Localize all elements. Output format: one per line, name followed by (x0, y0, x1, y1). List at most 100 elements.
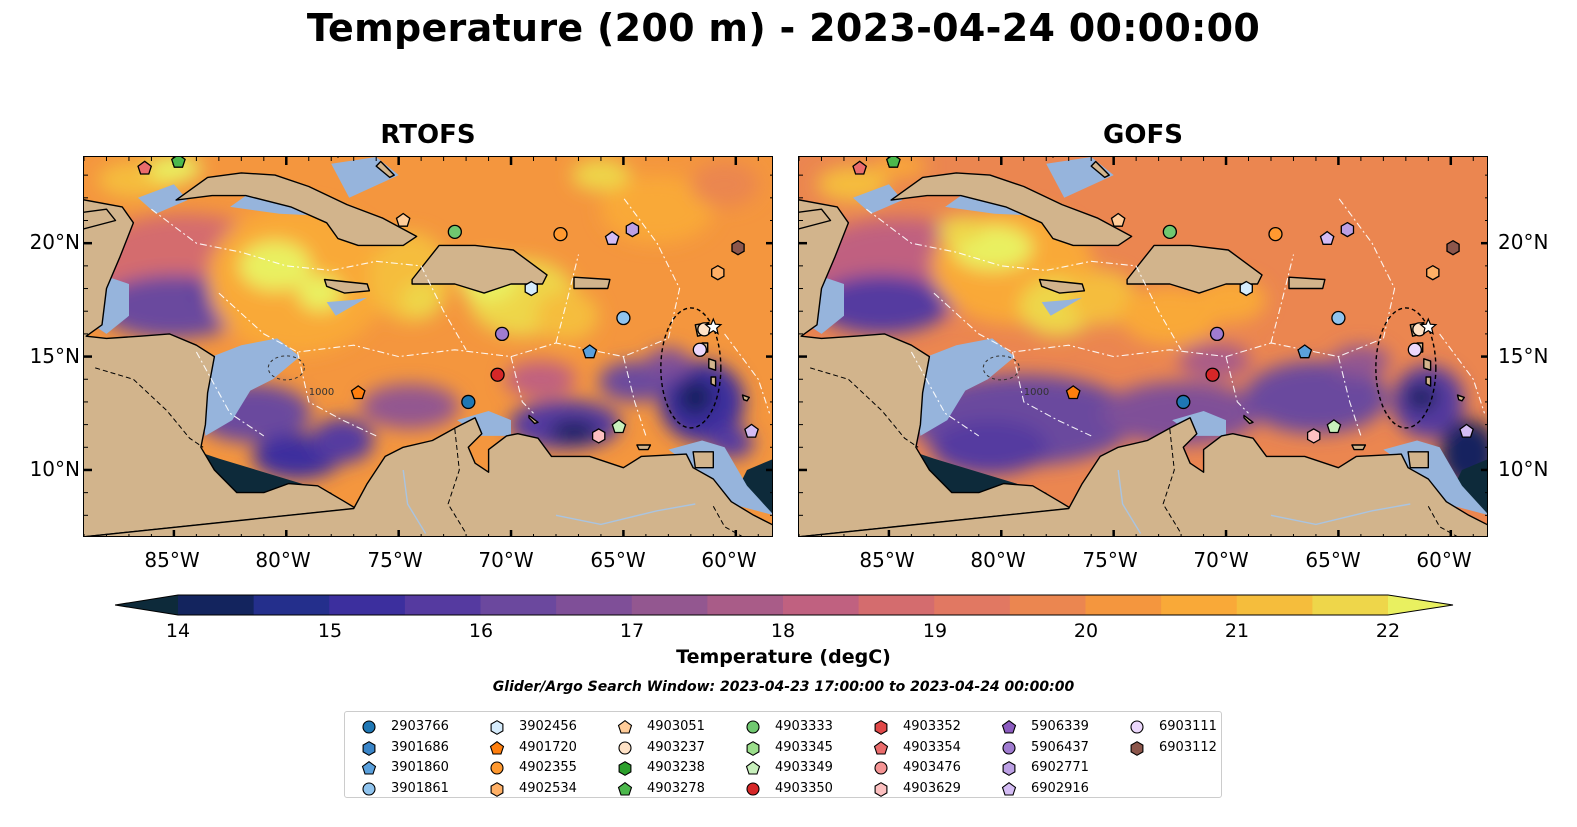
colorbar-extend-max (1388, 595, 1453, 615)
legend-label: 4903350 (775, 780, 833, 796)
colorbar-segment (1161, 595, 1238, 615)
legend-label: 3902456 (519, 719, 577, 734)
float-marker-5906437 (1209, 326, 1225, 342)
float-marker-4903350 (1205, 367, 1220, 382)
legend-label: 4903349 (775, 760, 833, 775)
landmass-jamaica (1038, 278, 1086, 294)
lon-label: 85°W (144, 548, 200, 572)
landmass-jamaica (323, 278, 371, 294)
shallow-shelf (326, 297, 368, 316)
landmass-southam (85, 417, 772, 536)
legend-marker-pentagon (617, 781, 633, 796)
float-marker-3902456 (1239, 280, 1253, 297)
glider-star-marker (704, 317, 723, 335)
landmass-margarita (636, 444, 652, 451)
landmass-barbados (1456, 394, 1465, 402)
eez-boundary (866, 208, 1137, 271)
legend-marker-hexagon (1130, 740, 1144, 756)
atlantic-cold-water (735, 459, 772, 515)
landmass-trinidad (1407, 451, 1429, 469)
temperature-anomaly (1120, 286, 1220, 346)
lat-label-left: 15°N (29, 344, 80, 368)
float-marker-6903112 (1446, 239, 1460, 256)
float-marker-3901860 (1297, 344, 1313, 359)
country-border (95, 367, 204, 448)
legend-label: 4903476 (903, 760, 961, 775)
atlantic-cold-water (1450, 459, 1487, 515)
landmass-margarita (1351, 444, 1367, 451)
legend-marker-pentagon (489, 740, 505, 755)
float-marker-4903629 (591, 428, 606, 444)
float-marker-4903051 (395, 212, 411, 227)
search-window-text: Glider/Argo Search Window: 2023-04-23 17… (492, 679, 1075, 695)
landmass-martinique (708, 358, 717, 371)
rtofs-panel-title: RTOFS (380, 120, 476, 150)
colorbar-segment (329, 595, 406, 615)
float-marker-3901861 (1331, 310, 1346, 326)
colorbar-segment (1085, 595, 1162, 615)
eez-boundary (622, 356, 647, 437)
rtofs-map[interactable]: 1000 (83, 156, 773, 537)
lat-label-right: 15°N (1498, 344, 1549, 368)
eez-boundary (1270, 254, 1295, 344)
landmass-curacao (1243, 414, 1254, 425)
colorbar-segment (631, 595, 708, 615)
landmass-centralam (799, 199, 1072, 536)
colorbar-extend-min (115, 595, 178, 615)
contour-label: 1000 (1024, 387, 1049, 398)
legend-label: 5906339 (1031, 719, 1089, 734)
float-marker-3901861 (616, 310, 631, 326)
landmass-barbados (741, 394, 750, 402)
colorbar-segment (1236, 595, 1313, 615)
legend-marker-circle (874, 761, 888, 775)
float-marker-6902771 (1340, 221, 1355, 238)
float-marker-4903051 (1110, 212, 1126, 227)
legend-label: 5906437 (1031, 739, 1089, 755)
country-border (1162, 429, 1182, 534)
temperature-anomaly (360, 383, 460, 430)
legend-label: 4903629 (903, 780, 961, 796)
landmass-hispaniola (1126, 244, 1263, 294)
legend-marker-hexagon (746, 740, 760, 756)
legend-marker-hexagon (362, 740, 376, 756)
isobath-contour (660, 307, 722, 429)
eez-boundary (1439, 333, 1486, 414)
float-marker-2903766 (1176, 394, 1191, 410)
landmass-cuba (890, 172, 1133, 247)
legend-label: 3901860 (391, 760, 449, 775)
float-marker-6902916 (1459, 423, 1474, 438)
eez-boundary (510, 356, 534, 414)
shallow-shelf (1172, 411, 1226, 436)
float-marker-4903629 (1306, 428, 1321, 444)
temperature-anomaly (1331, 345, 1391, 377)
temperature-anomaly (873, 157, 928, 178)
eez-boundary (1135, 265, 1182, 351)
shallow-shelf (200, 338, 300, 436)
float-marker-4903349 (611, 419, 627, 434)
colorbar-tick-label: 21 (1224, 620, 1250, 642)
temperature-anomaly (146, 157, 201, 182)
lon-label: 75°W (367, 548, 423, 572)
shallow-shelf (457, 411, 511, 436)
lon-label: 60°W (1416, 548, 1472, 572)
lon-label: 70°W (478, 548, 534, 572)
colorbar-label: Temperature (degC) (676, 646, 891, 668)
legend-marker-hexagon (874, 781, 888, 797)
float-marker-4903349 (1326, 419, 1342, 434)
float-marker-4903354 (852, 160, 868, 175)
lon-label: 85°W (859, 548, 915, 572)
glider-star-marker (1419, 317, 1438, 335)
temperature-anomaly (931, 420, 1049, 475)
lon-label: 60°W (701, 548, 757, 572)
shallow-shelf (852, 184, 903, 214)
colorbar-tick-label: 18 (770, 620, 796, 642)
colorbar-segment (934, 595, 1011, 615)
gofs-panel-title: GOFS (1103, 120, 1183, 150)
legend-label: 4903051 (647, 719, 705, 734)
shallow-shelf (137, 184, 188, 214)
legend-label: 3901861 (391, 780, 449, 796)
eez-boundary (1225, 356, 1249, 414)
colorbar-tick-label: 17 (619, 620, 645, 642)
gofs-map[interactable]: 1000 (798, 156, 1488, 537)
colorbar-segment (1009, 595, 1087, 615)
